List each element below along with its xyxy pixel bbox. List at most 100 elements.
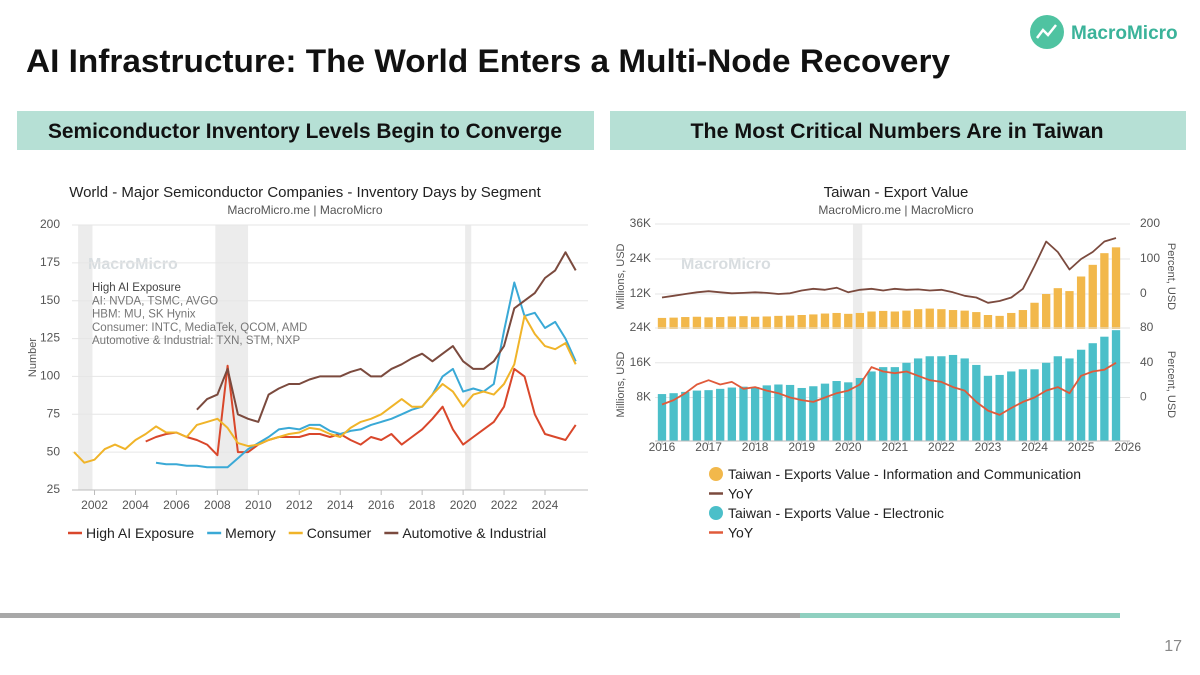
y-tick-label: 36K [630, 216, 651, 230]
bar [762, 316, 771, 329]
bar [692, 390, 702, 441]
bar [1030, 369, 1039, 441]
shaded-period [465, 225, 472, 490]
x-tick-label: 2020 [450, 498, 477, 512]
y-tick-label: 75 [47, 406, 61, 420]
bar [855, 377, 865, 441]
bar [890, 367, 899, 441]
bar [797, 315, 806, 329]
shaded-period [852, 224, 863, 441]
shaded-period [215, 225, 249, 490]
x-tick-label: 2022 [928, 440, 955, 454]
bar [1111, 330, 1121, 441]
series-line [73, 314, 577, 464]
y-axis-label: Number [27, 338, 39, 377]
bar [902, 310, 911, 329]
legend-label: Consumer [307, 525, 372, 541]
x-tick-label: 2008 [204, 498, 231, 512]
y2-axis-label: Percent, USD [1165, 351, 1177, 418]
series-line [196, 251, 577, 423]
logo-icon [1030, 15, 1064, 49]
logo-icon-line [1036, 24, 1057, 39]
annotation: Automotive & Industrial: TXN, STM, NXP [92, 335, 300, 347]
y-axis-label: Millions, USD [615, 351, 627, 417]
legend-label: Taiwan - Exports Value - Electronic [728, 505, 944, 521]
bar [844, 313, 853, 329]
bar [785, 384, 795, 441]
x-tick-label: 2006 [163, 498, 190, 512]
bar [1053, 356, 1062, 441]
bar [762, 385, 771, 441]
annotation: High AI Exposure [92, 282, 181, 294]
section-header-bg [610, 111, 1186, 150]
x-tick-label: 2016 [368, 498, 395, 512]
bar [832, 312, 841, 329]
section-heading: The Most Critical Numbers Are in Taiwan [691, 120, 1104, 143]
bar [983, 315, 993, 329]
bar [937, 309, 946, 329]
y2-axis-label: Percent, USD [1165, 243, 1177, 310]
page-number: 17 [1164, 638, 1182, 655]
bar [1007, 371, 1016, 441]
bar [727, 316, 736, 329]
y2-tick-label: 200 [1140, 216, 1160, 230]
annotation: HBM: MU, SK Hynix [92, 309, 196, 321]
bar [1088, 264, 1097, 329]
legend-label: High AI Exposure [86, 525, 194, 541]
legend-swatch [709, 506, 723, 520]
x-tick-label: 2018 [742, 440, 769, 454]
bar [809, 314, 818, 329]
legend-label: Automotive & Industrial [402, 525, 546, 541]
bar [739, 316, 748, 329]
bar [1042, 294, 1051, 329]
section-header-bg [17, 111, 594, 150]
legend-label: Memory [225, 525, 276, 541]
bar [785, 315, 795, 329]
y2-tick-label: 100 [1140, 251, 1160, 265]
bar [948, 310, 958, 329]
chart-title: World - Major Semiconductor Companies - … [69, 184, 541, 201]
annotation: Consumer: INTC, MediaTek, QCOM, AMD [92, 322, 307, 334]
series-line [661, 362, 1117, 416]
x-tick-label: 2023 [975, 440, 1002, 454]
bar [1100, 253, 1109, 329]
bar [657, 394, 667, 441]
chart-subtitle: MacroMicro.me | MacroMicro [227, 203, 382, 217]
bar [1065, 291, 1074, 329]
bar [716, 317, 725, 329]
bar [1053, 288, 1062, 329]
bar [948, 354, 958, 441]
x-tick-label: 2025 [1068, 440, 1095, 454]
x-tick-label: 2017 [695, 440, 722, 454]
bar [1100, 336, 1109, 441]
legend-label: YoY [728, 486, 754, 502]
x-tick-label: 2019 [788, 440, 815, 454]
y-tick-label: 25 [47, 482, 61, 496]
y-axis-label: Millions, USD [615, 243, 627, 309]
series-line [661, 237, 1117, 304]
y2-tick-label: 0 [1140, 286, 1147, 300]
bar [902, 362, 911, 441]
bar [844, 382, 853, 441]
bar [774, 315, 783, 329]
bar [913, 358, 923, 441]
bar [867, 311, 876, 329]
x-tick-label: 2012 [286, 498, 313, 512]
shaded-period [78, 225, 93, 490]
bar [995, 374, 1004, 441]
bar [1065, 358, 1074, 441]
x-tick-label: 2020 [835, 440, 862, 454]
bar [937, 356, 946, 441]
watermark: MacroMicro [681, 256, 771, 273]
bar [797, 387, 806, 441]
bar [913, 309, 923, 329]
bar [960, 310, 969, 329]
chart-title: Taiwan - Export Value [824, 184, 969, 201]
series-line [145, 364, 577, 457]
bar [1030, 302, 1039, 329]
y2-tick-label: 80 [1140, 320, 1154, 334]
x-tick-label: 2024 [1021, 440, 1048, 454]
bar [820, 383, 830, 441]
slide-title: AI Infrastructure: The World Enters a Mu… [26, 43, 950, 79]
